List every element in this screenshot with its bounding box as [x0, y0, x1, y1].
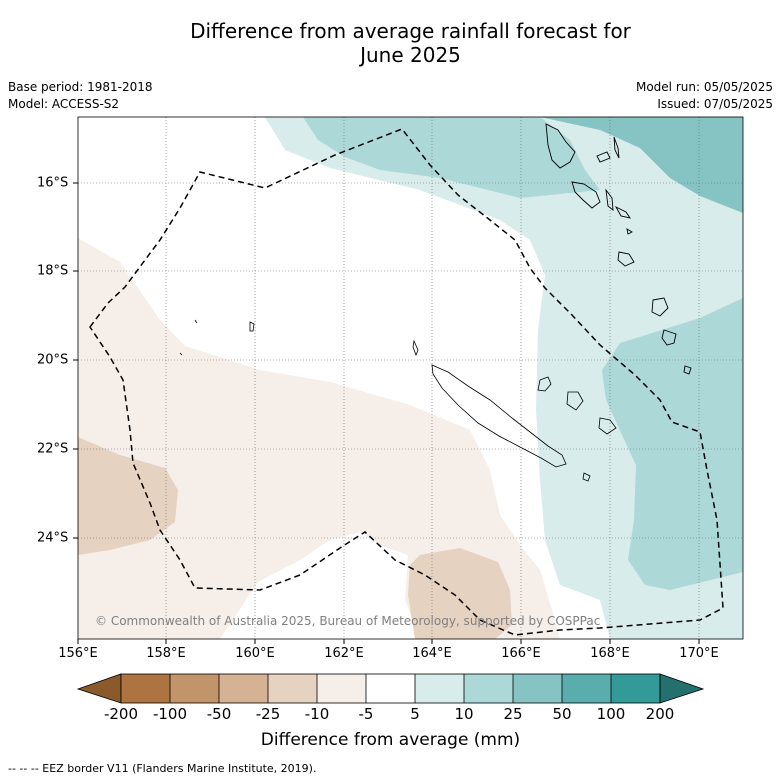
colorbar-label: -5 [358, 705, 374, 723]
colorbar-label: 10 [454, 705, 474, 723]
lat-tick-label: 24°S [37, 530, 69, 546]
lat-tick-label: 16°S [37, 175, 69, 191]
lat-tick-label: 20°S [37, 352, 69, 368]
rainfall-contour-minus10-west [78, 437, 178, 555]
model-label: Model: ACCESS-S2 [8, 97, 120, 111]
rainfall-contour-plus5 [265, 117, 743, 639]
new-caledonia [179, 319, 617, 482]
colorbar-label: 200 [645, 705, 675, 723]
colorbar-title: Difference from average (mm) [260, 730, 521, 750]
colorbar-label: -200 [103, 705, 139, 723]
base-period-label: Base period: 1981-2018 [8, 80, 153, 94]
colorbar-label: 100 [596, 705, 626, 723]
copyright-notice: © Commonwealth of Australia 2025, Bureau… [95, 614, 601, 628]
lon-tick-label: 166°E [501, 646, 541, 661]
lon-tick-label: 160°E [235, 646, 275, 661]
colorbar-bin [513, 674, 562, 703]
colorbar-label: -25 [255, 705, 281, 723]
rainfall-contour-minus10-south [408, 548, 512, 639]
lon-tick-label: 170°E [679, 646, 719, 661]
colorbar-bin [562, 674, 611, 703]
lon-tick-label: 156°E [58, 646, 98, 661]
map-frame [77, 116, 744, 640]
colorbar-bin [170, 674, 219, 703]
map-title: Difference from average rainfall forecas… [0, 19, 781, 67]
meta-right: Model run: 05/05/2025 Issued: 07/05/2025 [636, 79, 773, 113]
colorbar-bin [219, 674, 268, 703]
rainfall-contour-plus10-north [303, 117, 600, 198]
lat-tick-label: 22°S [37, 441, 69, 457]
colorbar-bin [317, 674, 366, 703]
issued-label: Issued: 07/05/2025 [657, 97, 773, 111]
lat-tick-label: 18°S [37, 263, 69, 279]
colorbar-bin [464, 674, 513, 703]
colorbar-label: 50 [552, 705, 572, 723]
title-line-1: Difference from average rainfall forecas… [190, 19, 631, 43]
colorbar-bin [121, 674, 170, 703]
colorbar [76, 673, 705, 704]
map-plot-area [78, 117, 743, 639]
model-run-label: Model run: 05/05/2025 [635, 80, 773, 94]
lon-tick-label: 164°E [412, 646, 452, 661]
meta-left: Base period: 1981-2018 Model: ACCESS-S2 [8, 79, 153, 113]
lon-tick-label: 158°E [146, 646, 186, 661]
rainfall-contour-plus25 [540, 117, 743, 213]
colorbar-extend-low [76, 673, 122, 704]
rainfall-contour-minus5 [78, 238, 560, 639]
colorbar-bin [366, 674, 415, 703]
axis-ticks [73, 182, 700, 644]
colorbar-label: -50 [206, 705, 232, 723]
map-graticule [78, 117, 743, 639]
colorbar-bin [268, 674, 317, 703]
colorbar-bin [415, 674, 464, 703]
colorbar-label: 5 [410, 705, 420, 723]
colorbar-bin [611, 674, 660, 703]
rainfall-contour-minus5-south [220, 532, 420, 639]
colorbar-label: -10 [304, 705, 330, 723]
title-line-2: June 2025 [360, 43, 461, 67]
vanuatu-islands [545, 123, 692, 375]
colorbar-extend-high [659, 673, 705, 704]
colorbar-label: -100 [152, 705, 188, 723]
colorbar-label: 25 [503, 705, 523, 723]
lon-tick-label: 162°E [324, 646, 364, 661]
lon-tick-label: 168°E [590, 646, 630, 661]
eez-legend: -- -- -- EEZ border V11 (Flanders Marine… [8, 762, 317, 775]
rainfall-contour-plus10 [303, 117, 743, 590]
